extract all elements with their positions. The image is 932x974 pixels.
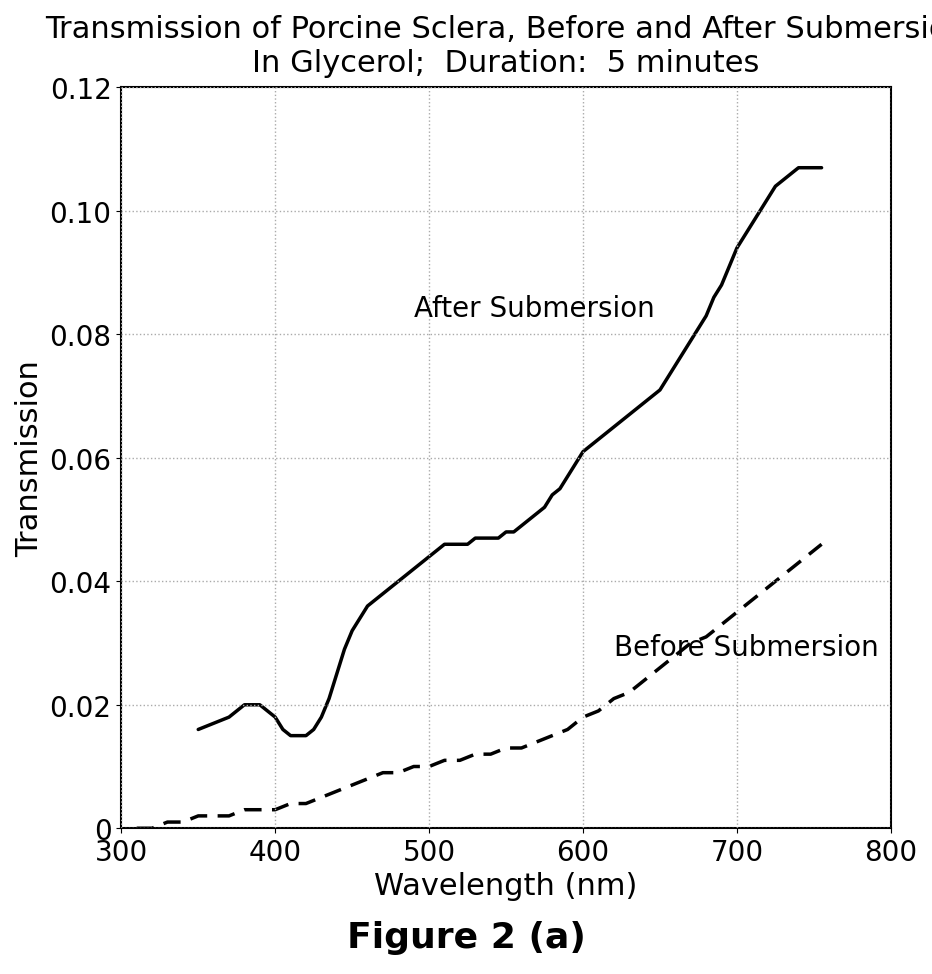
Title: Transmission of Porcine Sclera, Before and After Submersion
In Glycerol;  Durati: Transmission of Porcine Sclera, Before a… [45, 15, 932, 78]
X-axis label: Wavelength (nm): Wavelength (nm) [375, 872, 637, 901]
Y-axis label: Transmission: Transmission [15, 360, 44, 556]
Text: After Submersion: After Submersion [414, 294, 654, 322]
Text: Before Submersion: Before Submersion [613, 634, 878, 661]
Text: Figure 2 (a): Figure 2 (a) [347, 920, 585, 955]
